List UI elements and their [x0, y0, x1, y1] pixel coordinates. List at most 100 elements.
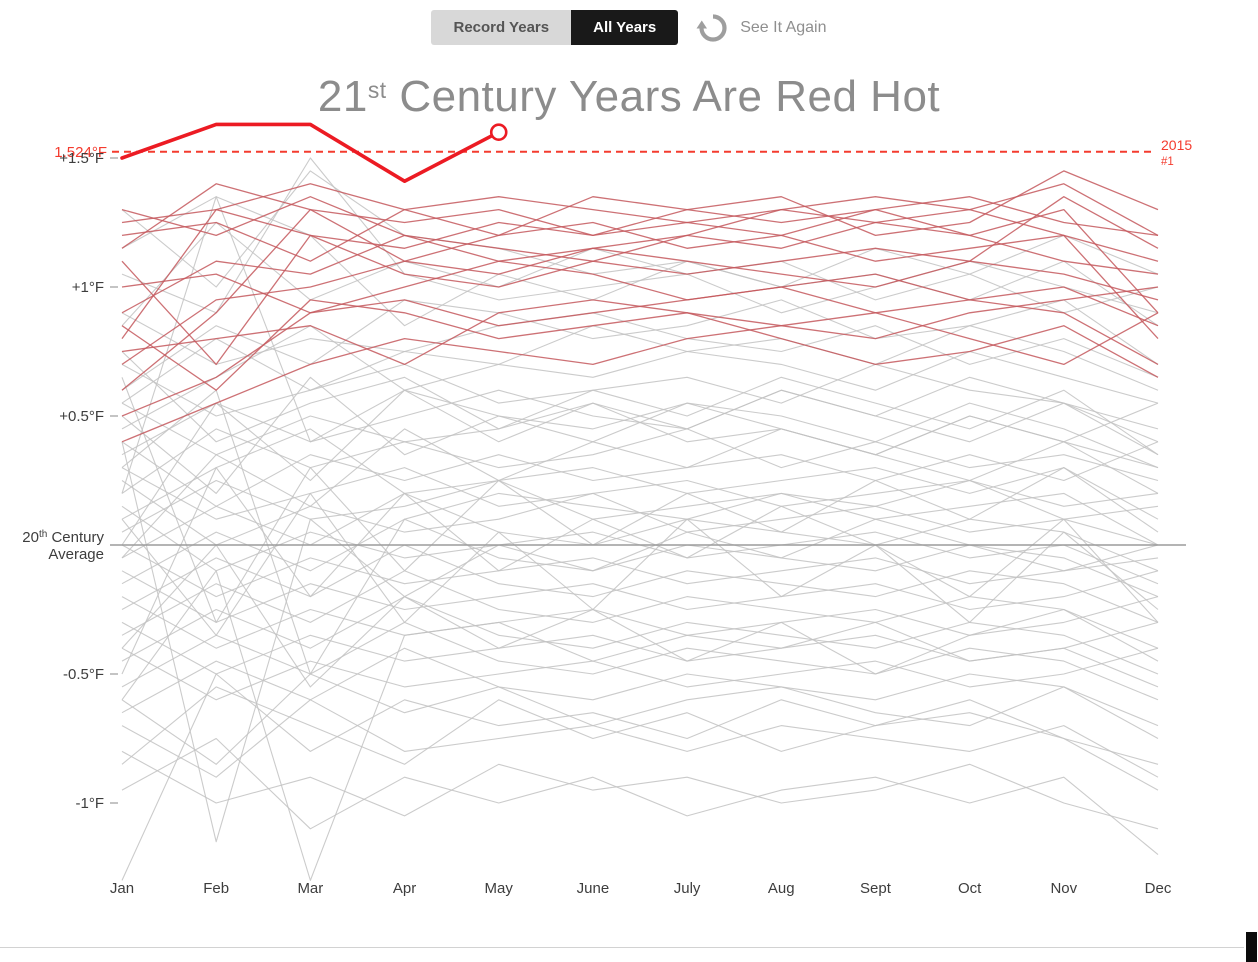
replay-control[interactable]: See It Again	[696, 11, 827, 45]
temperature-anomaly-chart: 1.524°F 2015 #1 +1.5°F +1°F +0.5°F -0.5°F -1°F 2…	[22, 122, 1192, 897]
series-line-21st-century	[121, 196, 1159, 314]
y-tick-label: -1°F	[76, 795, 105, 812]
series-line-20th-century	[121, 621, 1159, 675]
series-line-20th-century	[121, 647, 1159, 701]
series-line-20th-century	[121, 467, 1159, 520]
series-line-20th-century	[121, 544, 1159, 598]
series-line-20th-century	[121, 363, 1159, 430]
replay-label: See It Again	[740, 18, 827, 36]
series-line-21st-century	[121, 208, 1159, 340]
series-line-20th-century	[121, 570, 1159, 623]
series-line-20th-century	[121, 389, 1159, 675]
y-tick-label: +0.5°F	[59, 408, 104, 425]
record-years-button[interactable]: Record Years	[431, 10, 572, 45]
y-tick-label: -0.5°F	[63, 666, 104, 683]
series-line-20th-century	[121, 325, 1159, 430]
series-line-20th-century	[121, 686, 1159, 791]
x-tick-label: Nov	[1050, 880, 1077, 897]
series-line-20th-century	[121, 196, 1159, 494]
highlight-series-2015	[120, 122, 501, 184]
series-line-20th-century	[121, 428, 1159, 494]
series-line-20th-century	[121, 221, 1159, 327]
series-line-21st-century	[121, 196, 1159, 288]
series-line-21st-century	[121, 208, 1159, 391]
series-line-20th-century	[121, 544, 1159, 623]
y-tick-label: +1°F	[72, 279, 104, 296]
record-rank-label: #1	[1161, 156, 1174, 168]
title-text: Century Years Are Red Hot	[386, 72, 941, 121]
series-line-21st-century	[121, 312, 1159, 443]
chart-title: 21st Century Years Are Red Hot	[0, 72, 1258, 122]
series-line-20th-century	[121, 518, 1159, 598]
series-line-20th-century	[121, 505, 1159, 585]
x-tick-label: July	[674, 880, 701, 897]
series-line-21st-century	[121, 196, 1159, 275]
y-tick-label: +1.5°F	[59, 150, 104, 167]
year-filter-group: Record Years All Years	[431, 10, 679, 45]
series-line-20th-century	[121, 325, 1159, 404]
series-line-20th-century	[121, 376, 1159, 494]
series-line-20th-century	[121, 299, 1159, 391]
series-line-20th-century	[121, 389, 1159, 456]
all-years-button[interactable]: All Years	[571, 10, 679, 45]
toolbar: Record Years All Years See It Again	[0, 10, 1258, 45]
series-line-20th-century	[121, 699, 1159, 778]
record-value-label: 1.524°F	[54, 144, 107, 161]
baseline-label-line1: 20th Century	[22, 529, 104, 546]
series-line-20th-century	[121, 737, 1159, 856]
series-line-20th-century	[121, 377, 1159, 623]
title-superscript: st	[367, 77, 387, 104]
series-line-21st-century	[121, 286, 1159, 391]
series-line-20th-century	[121, 596, 1159, 675]
x-tick-label: Mar	[297, 880, 323, 897]
series-line-20th-century	[121, 351, 1159, 456]
series-line-20th-century	[121, 428, 1159, 559]
x-tick-label: Sept	[860, 880, 892, 897]
series-line-21st-century	[121, 183, 1159, 249]
footer-divider	[0, 947, 1244, 948]
x-tick-label: Aug	[768, 880, 795, 897]
series-line-21st-century	[121, 183, 1159, 339]
series-line-20th-century	[121, 196, 1159, 327]
series-line-20th-century	[121, 750, 1159, 830]
series-line-20th-century	[121, 376, 1159, 546]
series-line-21st-century	[121, 247, 1159, 365]
series-line-21st-century	[121, 260, 1159, 327]
series-line-20th-century	[121, 467, 1159, 675]
series-line-20th-century	[121, 312, 1159, 378]
series-line-21st-century	[121, 299, 1159, 378]
x-tick-label: June	[577, 880, 610, 897]
series-line-20th-century	[121, 441, 1159, 843]
series-line-20th-century	[121, 570, 1159, 881]
replay-icon[interactable]	[696, 11, 730, 45]
series-line-20th-century	[121, 428, 1159, 520]
series-line-20th-century	[121, 596, 1159, 649]
series-line-20th-century	[121, 441, 1159, 507]
series-line-20th-century	[121, 479, 1159, 546]
series-line-20th-century	[121, 544, 1159, 688]
series-line-21st-century	[121, 170, 1159, 366]
title-number: 21	[317, 72, 368, 121]
x-tick-label: Dec	[1145, 880, 1172, 897]
series-line-20th-century	[121, 157, 1159, 314]
x-tick-label: Feb	[203, 880, 229, 897]
series-line-20th-century	[121, 647, 1159, 727]
series-line-20th-century	[121, 480, 1159, 546]
series-line-20th-century	[121, 492, 1159, 572]
series-line-20th-century	[121, 492, 1159, 636]
x-tick-label: Apr	[393, 880, 416, 897]
series-line-21st-century	[121, 286, 1159, 417]
x-tick-label: May	[485, 880, 514, 897]
baseline-label-line2: Average	[48, 546, 104, 563]
series-line-20th-century	[121, 673, 1159, 765]
series-line-20th-century	[121, 170, 1159, 327]
x-tick-label: Jan	[110, 880, 134, 897]
series-line-20th-century	[121, 402, 1159, 469]
series-line-20th-century	[121, 621, 1159, 701]
record-year-label: 2015	[1161, 137, 1192, 153]
scrollbar-thumb[interactable]	[1246, 932, 1257, 962]
series-line-20th-century	[121, 570, 1159, 649]
x-tick-label: Oct	[958, 880, 982, 897]
current-point-marker	[489, 123, 508, 141]
